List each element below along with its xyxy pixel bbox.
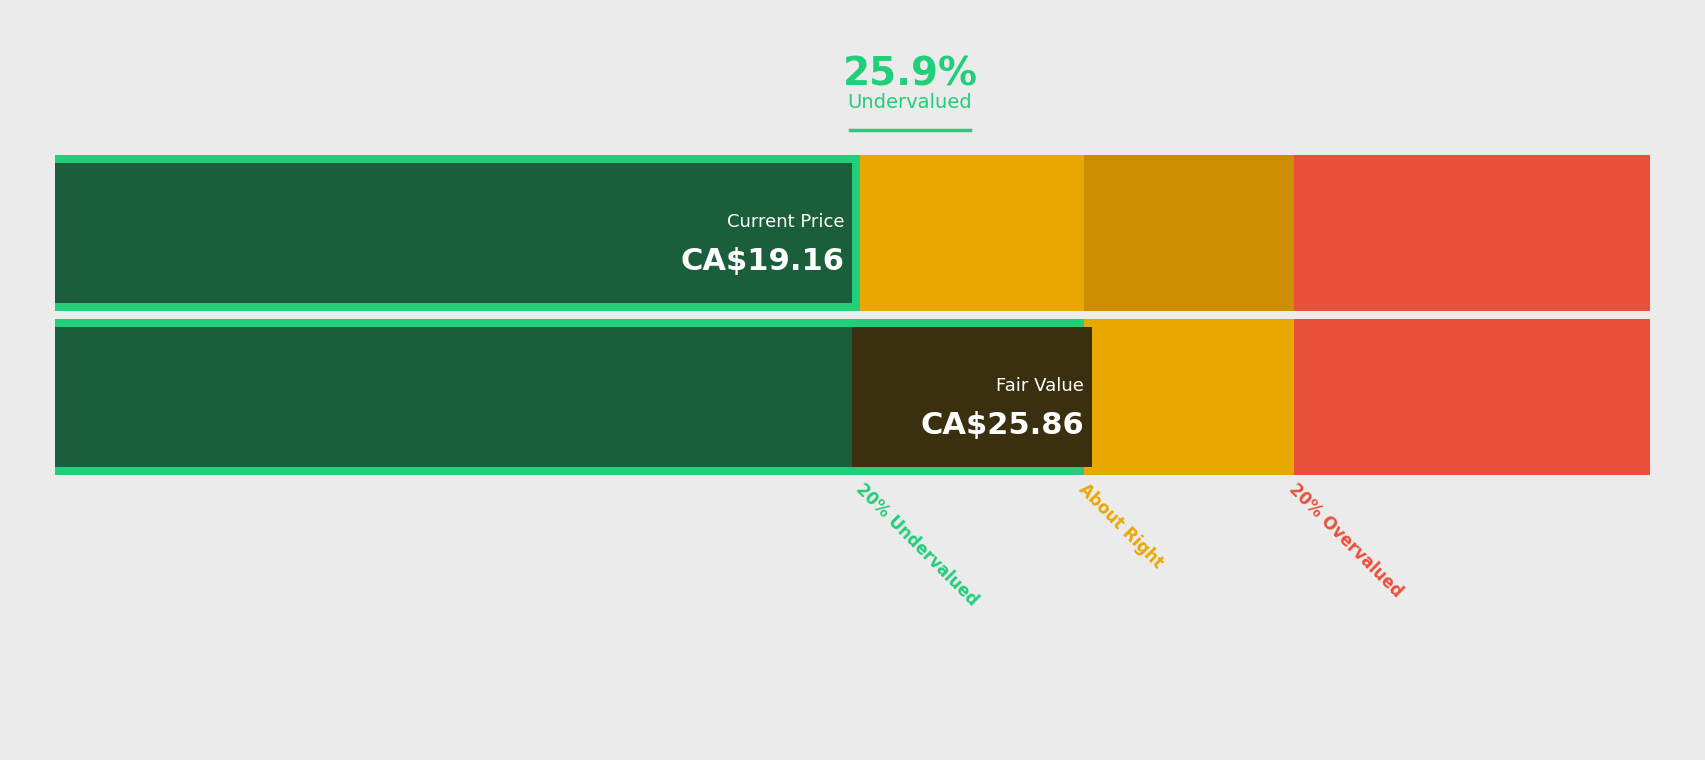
Text: About Right: About Right xyxy=(1074,480,1166,572)
Text: CA$25.86: CA$25.86 xyxy=(919,410,1083,439)
Text: Fair Value: Fair Value xyxy=(996,377,1083,395)
Bar xyxy=(55,155,1649,311)
Bar xyxy=(55,327,1076,467)
Bar xyxy=(1083,155,1294,311)
Bar xyxy=(55,319,1649,475)
Bar xyxy=(852,327,1091,467)
Text: 20% Undervalued: 20% Undervalued xyxy=(851,480,980,610)
Text: CA$19.16: CA$19.16 xyxy=(680,246,844,276)
Text: 25.9%: 25.9% xyxy=(842,55,977,93)
Bar xyxy=(859,155,1083,311)
Bar xyxy=(1294,319,1649,475)
Text: Undervalued: Undervalued xyxy=(847,93,972,112)
Text: 20% Overvalued: 20% Overvalued xyxy=(1286,480,1405,601)
Bar xyxy=(1083,319,1294,475)
Text: Current Price: Current Price xyxy=(726,213,844,231)
Bar xyxy=(1294,155,1649,311)
Bar xyxy=(55,163,852,303)
